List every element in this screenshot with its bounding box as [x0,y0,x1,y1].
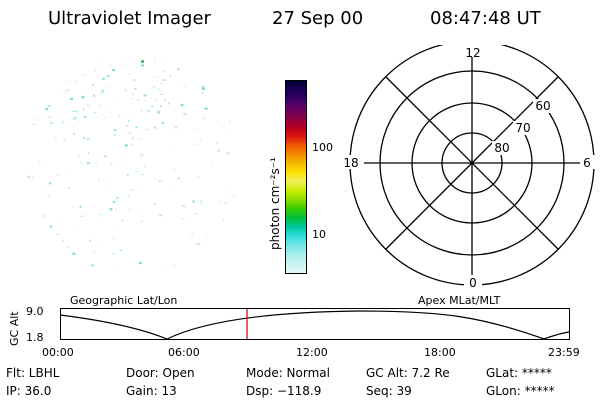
lat-label-60: 60 [535,99,550,113]
mlt-label-12: 12 [465,46,480,60]
gc-alt-value: GC Alt: 7.2 Re [366,366,450,380]
app-title: Ultraviolet Imager [48,8,211,29]
date-label: 27 Sep 00 [272,8,364,29]
filter-value: Flt: LBHL [6,366,60,380]
x-tick-0600: 06:00 [168,346,200,359]
altitude-timeline [60,308,570,340]
x-tick-2359: 23:59 [548,346,580,359]
colorbar [285,80,307,274]
glon-value: GLon: ***** [486,384,555,398]
dsp-value: Dsp: −118.9 [246,384,322,398]
uv-image-pixels [27,57,237,270]
geographic-title: Geographic Lat/Lon [70,294,178,307]
lat-label-80: 80 [494,141,509,155]
uv-image-panel [27,57,237,270]
seq-value: Seq: 39 [366,384,412,398]
polar-grid: 12 18 6 0 60 70 80 [342,45,596,290]
mlt-label-0: 0 [469,276,477,290]
door-value: Door: Open [126,366,195,380]
glat-value: GLat: ***** [486,366,552,380]
colorbar-unit-label: photon cm⁻²s⁻¹ [268,157,282,250]
mlt-label-18: 18 [343,156,358,170]
x-tick-1800: 18:00 [424,346,456,359]
ip-value: IP: 36.0 [6,384,52,398]
time-label: 08:47:48 UT [430,8,541,29]
lat-label-70: 70 [515,121,530,135]
y-tick-1-8: 1.8 [26,331,44,344]
gain-value: Gain: 13 [126,384,177,398]
mlt-label-6: 6 [583,156,591,170]
colorbar-tick-100: 100 [312,141,333,154]
x-tick-1200: 12:00 [296,346,328,359]
colorbar-tick-10: 10 [312,228,326,241]
apex-title: Apex MLat/MLT [418,294,501,307]
x-tick-0000: 00:00 [42,346,74,359]
mode-value: Mode: Normal [246,366,330,380]
y-tick-9: 9.0 [26,305,44,318]
gc-alt-axis-label: GC Alt [8,311,21,346]
